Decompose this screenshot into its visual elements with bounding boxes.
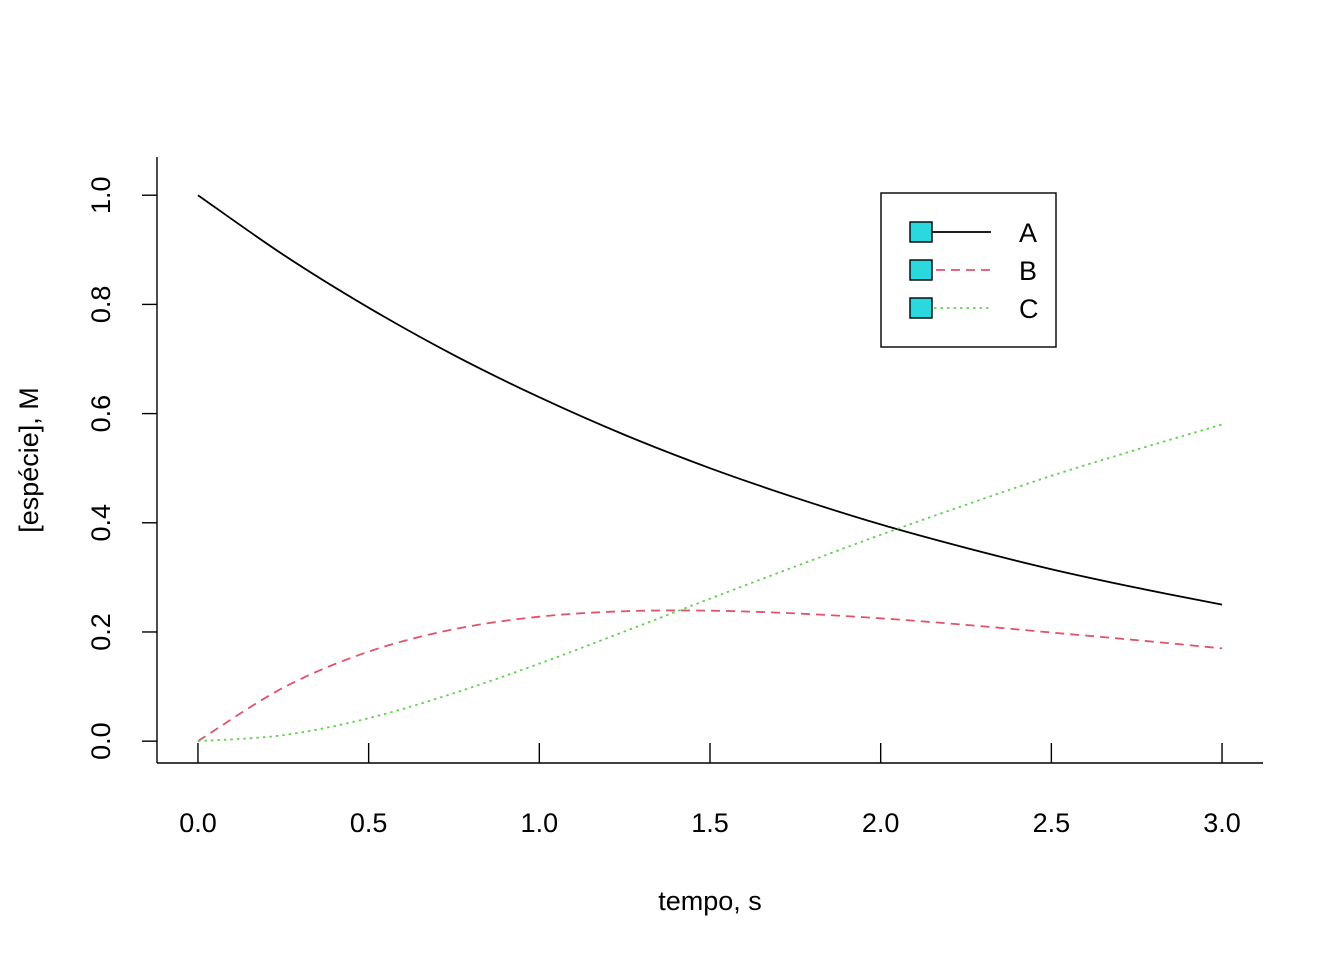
legend-label-a: A [1019,218,1037,248]
y-axis-label: [espécie], M [14,387,44,533]
y-ticks: 0.0 0.2 0.4 0.6 0.8 1.0 [86,176,157,760]
x-ticks: 0.0 0.5 1.0 1.5 2.0 2.5 3.0 [179,743,1241,838]
axes: 0.0 0.5 1.0 1.5 2.0 2.5 3.0 0.0 0.2 0.4 0.6 0.8 1.0 [86,157,1263,838]
x-tick-label: 2.0 [862,808,900,838]
legend-marker-a [909,221,933,243]
y-tick-label: 0.8 [86,286,116,324]
x-axis-label: tempo, s [658,886,762,916]
y-tick-label: 1.0 [86,176,116,214]
series-line-c [197,423,1223,743]
legend-marker-b [909,259,933,281]
y-tick-label: 0.2 [86,613,116,651]
y-tick-label: 0.6 [86,395,116,433]
x-tick-label: 1.0 [521,808,559,838]
x-tick-label: 2.5 [1033,808,1071,838]
series-layer [197,194,1223,743]
series-line-b [197,609,1223,742]
x-tick-label: 0.0 [179,808,217,838]
legend-label-c: C [1019,294,1039,324]
legend: ABC [880,192,1057,348]
x-tick-label: 3.0 [1203,808,1241,838]
series-line-a [197,194,1223,606]
legend-marker-c [909,297,933,319]
y-tick-label: 0.4 [86,504,116,542]
x-tick-label: 1.5 [691,808,729,838]
y-tick-label: 0.0 [86,722,116,760]
x-tick-label: 0.5 [350,808,388,838]
legend-label-b: B [1019,256,1037,286]
